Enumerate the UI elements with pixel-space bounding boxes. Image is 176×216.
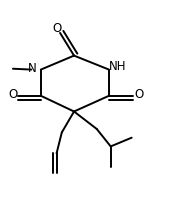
Text: NH: NH <box>109 60 126 73</box>
Text: N: N <box>28 62 36 75</box>
Text: O: O <box>134 88 143 101</box>
Text: O: O <box>8 88 18 101</box>
Text: O: O <box>52 22 61 35</box>
